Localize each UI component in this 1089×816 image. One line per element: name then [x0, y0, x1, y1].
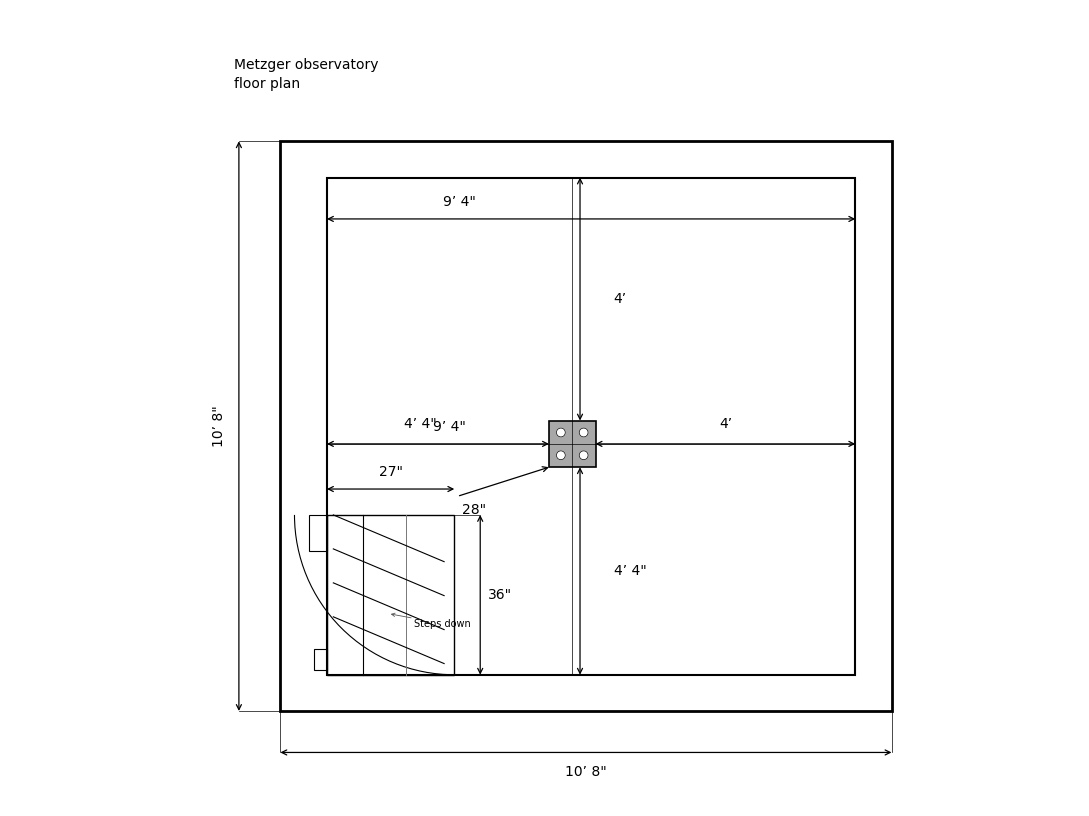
Circle shape — [556, 451, 565, 459]
Text: 36": 36" — [488, 588, 512, 602]
Bar — [327, 178, 855, 675]
Text: 10’ 8": 10’ 8" — [212, 406, 225, 447]
Circle shape — [579, 451, 588, 459]
Text: 10’ 8": 10’ 8" — [565, 765, 607, 779]
Text: Metzger observatory
floor plan: Metzger observatory floor plan — [234, 59, 378, 91]
Text: 4’: 4’ — [614, 292, 627, 306]
Bar — [327, 515, 454, 675]
Text: 4’: 4’ — [719, 417, 732, 431]
Bar — [309, 515, 327, 551]
Text: 9’ 4": 9’ 4" — [442, 194, 476, 209]
Text: 4’ 4": 4’ 4" — [614, 564, 647, 578]
Circle shape — [579, 428, 588, 437]
Bar — [315, 649, 327, 670]
Text: 27": 27" — [379, 464, 403, 479]
Bar — [549, 420, 596, 468]
Text: 9’ 4": 9’ 4" — [432, 419, 465, 433]
Bar — [280, 141, 892, 711]
Text: Steps down: Steps down — [392, 613, 470, 628]
Circle shape — [556, 428, 565, 437]
Text: 4’ 4": 4’ 4" — [404, 417, 437, 431]
Text: 28": 28" — [462, 503, 486, 517]
